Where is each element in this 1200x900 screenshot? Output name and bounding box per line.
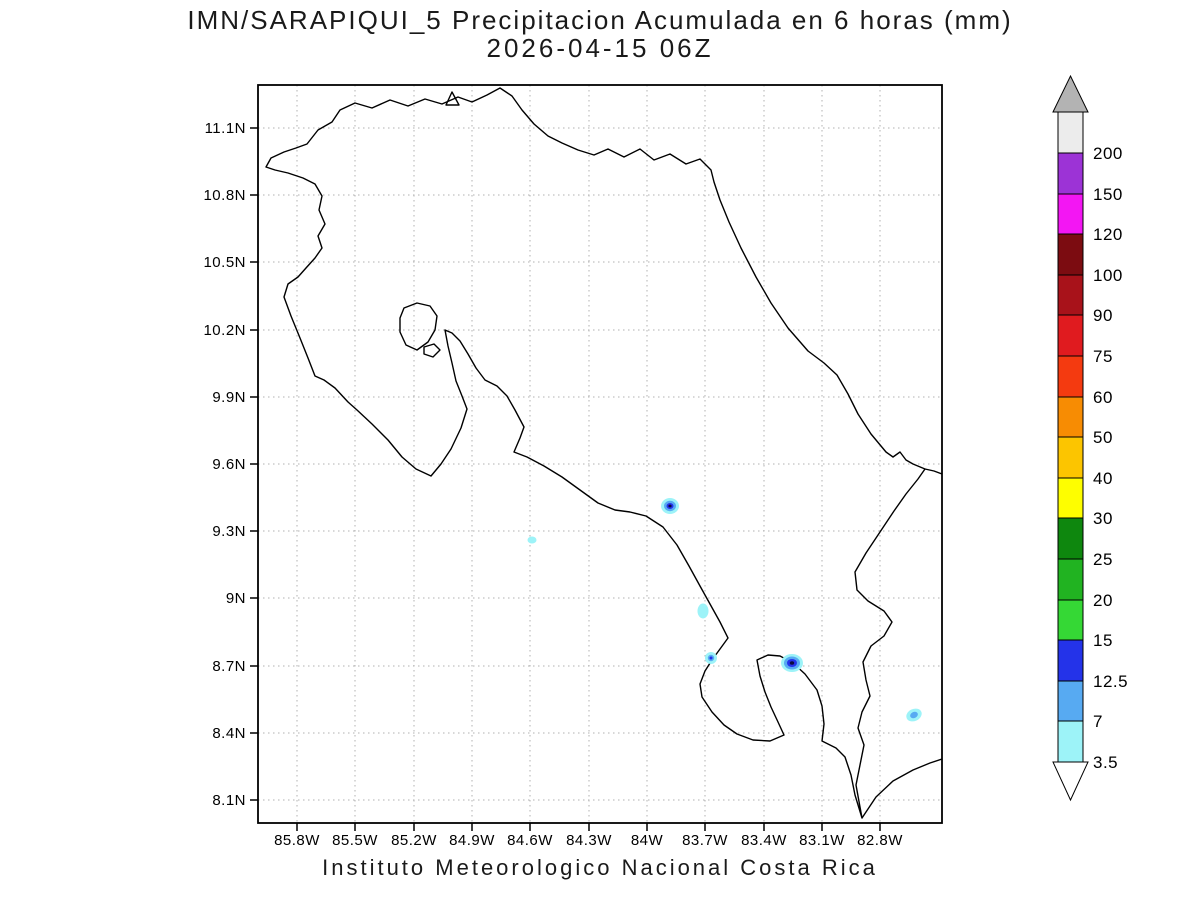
colorbar-tick-label: 120 <box>1093 225 1123 244</box>
coastline-layer <box>265 87 942 819</box>
axis-ticks <box>250 127 881 831</box>
lon-tick-label: 83.1W <box>799 832 845 849</box>
chart-title: IMN/SARAPIQUI_5 Precipitacion Acumulada … <box>187 5 1013 35</box>
precip-spot-ring <box>910 711 918 719</box>
colorbar-tick-label: 20 <box>1093 591 1113 610</box>
lake-island <box>445 91 460 106</box>
chira-island <box>399 302 438 351</box>
colorbar-box <box>1057 639 1084 682</box>
lon-tick-label: 85.5W <box>332 832 378 849</box>
precip-spot-ring <box>527 536 537 544</box>
precip-spot-ring <box>697 603 709 619</box>
lon-tick-label: 85.2W <box>391 832 437 849</box>
colorbar-tick-label: 12.5 <box>1093 672 1128 691</box>
lat-axis-labels: 11.1N 10.8N 10.5N 10.2N 9.9N 9.6N 9.3N 9… <box>203 120 246 809</box>
precip-spot <box>705 652 717 664</box>
chart-subtitle: 2026-04-15 06Z <box>486 33 714 63</box>
precip-spot-ring <box>789 661 795 665</box>
colorbar <box>1052 74 1089 802</box>
colorbar-tick-label: 150 <box>1093 185 1123 204</box>
lat-tick-label: 9.9N <box>212 389 246 406</box>
lon-tick-label: 84.6W <box>507 832 553 849</box>
colorbar-tick-label: 30 <box>1093 509 1113 528</box>
colorbar-tick-label: 100 <box>1093 266 1123 285</box>
lon-tick-label: 82.8W <box>857 832 903 849</box>
lon-axis-labels: 85.8W 85.5W 85.2W 84.9W 84.6W 84.3W 84W … <box>274 832 903 849</box>
colorbar-arrow-down <box>1052 761 1089 802</box>
lat-tick-label: 9.3N <box>212 523 246 540</box>
lat-tick-label: 8.7N <box>212 658 246 675</box>
colorbar-box <box>1057 274 1084 316</box>
colorbar-tick-label: 75 <box>1093 347 1113 366</box>
attribution-text: Instituto Meteorologico Nacional Costa R… <box>322 855 878 880</box>
colorbar-box <box>1057 355 1084 398</box>
panama-pacific-coast-segment <box>861 758 942 819</box>
colorbar-tick-label: 25 <box>1093 550 1113 569</box>
colorbar-arrow-up <box>1052 74 1089 113</box>
colorbar-tick-label: 50 <box>1093 428 1113 447</box>
costa-rica-coastline <box>265 87 926 819</box>
colorbar-labels: 200 150 120 100 90 75 60 50 40 30 25 20 … <box>1093 144 1128 772</box>
colorbar-box <box>1057 193 1084 235</box>
lat-tick-label: 11.1N <box>205 120 246 137</box>
colorbar-tick-label: 200 <box>1093 144 1123 163</box>
precip-spot <box>527 536 537 544</box>
colorbar-tick-label: 60 <box>1093 388 1113 407</box>
lat-tick-label: 9N <box>226 590 246 607</box>
precip-spots-layer <box>527 498 922 722</box>
precip-spot <box>906 708 922 722</box>
colorbar-box <box>1057 396 1084 438</box>
precip-spot <box>781 654 803 672</box>
lat-tick-label: 8.4N <box>212 725 246 742</box>
colorbar-box-over <box>1057 111 1084 154</box>
colorbar-tick-label: 90 <box>1093 306 1113 325</box>
colorbar-box <box>1057 436 1084 479</box>
precip-spot <box>697 603 709 619</box>
lat-tick-label: 8.1N <box>212 792 246 809</box>
colorbar-box <box>1057 720 1084 763</box>
colorbar-tick-label: 3.5 <box>1093 753 1118 772</box>
colorbar-box <box>1057 558 1084 601</box>
colorbar-box <box>1057 517 1084 560</box>
colorbar-tick-label: 7 <box>1093 712 1103 731</box>
lon-tick-label: 84.3W <box>566 832 612 849</box>
lon-tick-label: 84.9W <box>449 832 495 849</box>
colorbar-box <box>1057 680 1084 722</box>
precip-spot-ring <box>709 656 713 660</box>
colorbar-box <box>1057 233 1084 276</box>
lon-tick-label: 83.4W <box>741 832 787 849</box>
precip-spot <box>661 498 679 514</box>
colorbar-tick-label: 40 <box>1093 469 1113 488</box>
map-frame <box>257 84 943 824</box>
colorbar-box <box>1057 599 1084 641</box>
lat-tick-label: 10.2N <box>203 322 246 339</box>
lon-tick-label: 83.7W <box>682 832 728 849</box>
graticule-gridlines <box>258 85 942 823</box>
lat-tick-label: 10.8N <box>203 187 246 204</box>
colorbar-tick-label: 15 <box>1093 631 1113 650</box>
lon-tick-label: 85.8W <box>274 832 320 849</box>
colorbar-box <box>1057 152 1084 195</box>
colorbar-box <box>1057 477 1084 519</box>
precip-spot-ring <box>668 504 672 508</box>
lat-tick-label: 10.5N <box>203 254 246 271</box>
panama-caribbean-coast-segment <box>924 468 942 475</box>
lat-tick-label: 9.6N <box>212 456 246 473</box>
lon-tick-label: 84W <box>631 832 664 849</box>
venado-island <box>423 343 441 358</box>
colorbar-box <box>1057 314 1084 357</box>
gridline-path <box>258 85 942 823</box>
